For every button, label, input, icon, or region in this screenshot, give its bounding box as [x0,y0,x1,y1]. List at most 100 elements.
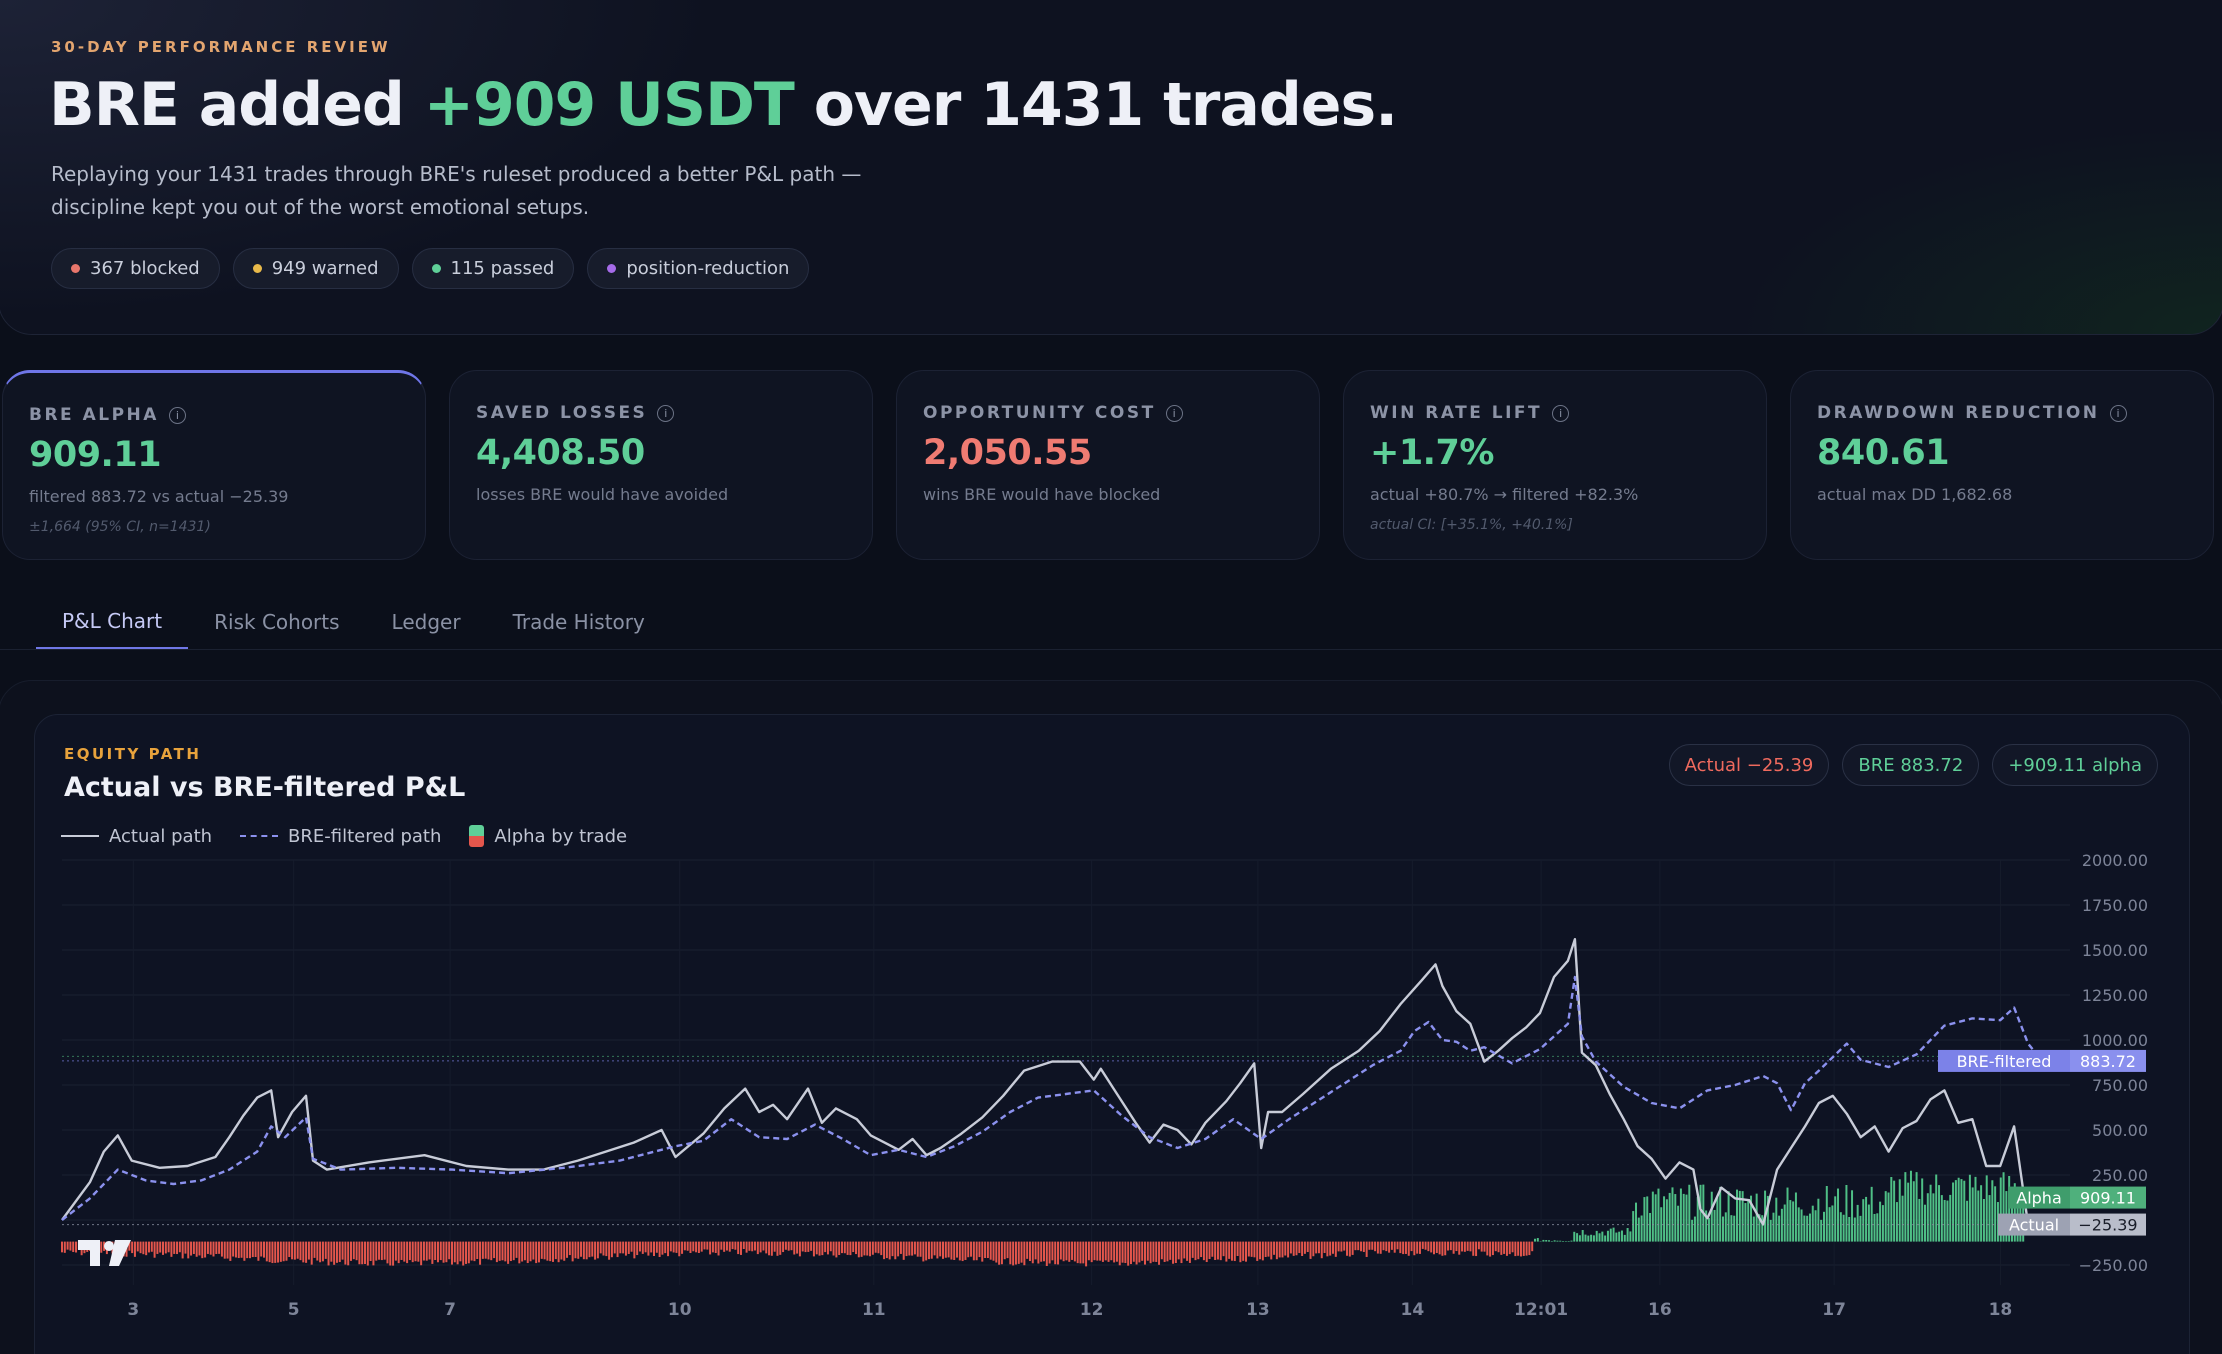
pill-bre: BRE 883.72 [1842,744,1980,786]
chip-label: 115 passed [450,258,555,279]
metric-subtext: wins BRE would have blocked [923,485,1161,504]
metric-ci: actual CI: [+35.1%, +40.1%] [1370,517,1573,533]
headline-gain: +909 USDT [423,70,795,140]
blocked-dot-icon [71,264,80,273]
x-tick-label: 5 [288,1300,300,1320]
chip-label: position-reduction [626,258,790,279]
y-tick-label: 250.00 [2092,1166,2148,1185]
alpha-swatch-icon [469,825,485,847]
x-tick-label: 11 [862,1300,886,1320]
metric-card-drawdown-reduction[interactable]: DRAWDOWN REDUCTION i 840.61 actual max DD… [1790,370,2214,560]
metric-card-opportunity-cost[interactable]: OPPORTUNITY COST i 2,050.55 wins BRE woul… [896,370,1320,560]
tab-risk-cohorts[interactable]: Risk Cohorts [214,610,340,634]
hero-subtext: Replaying your 1431 trades through BRE's… [51,162,862,219]
filtered-path-line [61,975,2043,1221]
reduction-dot-icon [607,264,617,273]
metric-subtext: losses BRE would have avoided [476,485,729,504]
end-label-actual-bg [1998,1213,2070,1236]
tab-ledger[interactable]: Ledger [391,610,461,634]
chip-position-reduction[interactable]: position-reduction [587,248,810,289]
y-tick-label: 2000.00 [2082,851,2148,870]
end-label-actual-name: Actual [2009,1216,2059,1235]
metric-label-wrap: OPPORTUNITY COST i [923,403,1293,423]
chip-passed[interactable]: 115 passed [411,248,575,289]
solid-line-icon [61,835,99,837]
x-tick-label: 14 [1401,1300,1425,1320]
warned-dot-icon [252,264,262,273]
y-tick-label: 750.00 [2092,1076,2148,1095]
actual-path-line [61,938,2030,1226]
info-icon[interactable]: i [2109,404,2127,422]
chip-warned[interactable]: 949 warned [232,248,399,289]
headline-prefix: BRE added [49,70,424,140]
metric-card-bre-alpha[interactable]: BRE ALPHA i 909.11 filtered 883.72 vs act… [2,370,426,560]
chart-logo-icon [78,1240,131,1266]
x-tick-label: 3 [127,1300,139,1320]
y-tick-label: 1750.00 [2082,896,2148,915]
y-tick-label: 1250.00 [2082,986,2148,1005]
metric-label: DRAWDOWN REDUCTION [1817,403,2100,423]
metric-label-wrap: SAVED LOSSES i [476,403,846,423]
metric-label: SAVED LOSSES [476,403,648,423]
tab-trade-history[interactable]: Trade History [512,610,645,634]
end-label-actual-value: −25.39 [2078,1216,2137,1235]
legend-label: BRE-filtered path [288,825,442,847]
metric-subtext: filtered 883.72 vs actual −25.39 [29,487,289,506]
info-icon[interactable]: i [1552,404,1570,422]
end-label-bre-filtered-value-bg [2070,1049,2146,1072]
metric-card-saved-losses[interactable]: SAVED LOSSES i 4,408.50 losses BRE would … [449,370,873,560]
end-label-alpha-bg [2008,1186,2070,1209]
info-icon[interactable]: i [1165,404,1183,422]
summary-pills: Actual −25.39 BRE 883.72 +909.11 alpha [1668,744,2158,786]
metric-ci: ±1,664 (95% CI, n=1431) [29,519,211,535]
metric-value: 2,050.55 [923,433,1092,473]
hero-headline: BRE added +909 USDT over 1431 trades. [49,70,1398,140]
panel-title: Actual vs BRE-filtered P&L [64,772,466,803]
dashed-line-icon [240,835,279,837]
end-label-bre-filtered-bg [1938,1049,2070,1072]
chart-legend: Actual path BRE-filtered path Alpha by t… [61,825,627,847]
view-tabs: P&L Chart Risk Cohorts Ledger Trade Hist… [36,594,671,650]
metric-label-wrap: DRAWDOWN REDUCTION i [1817,403,2187,423]
legend-actual[interactable]: Actual path [61,826,212,847]
metric-value: +1.7% [1370,433,1494,473]
headline-suffix: over 1431 trades. [793,70,1398,140]
y-tick-label: 1000.00 [2082,1031,2148,1050]
metric-value: 4,408.50 [476,433,645,473]
metric-label-wrap: BRE ALPHA i [29,405,399,425]
metric-label-wrap: WIN RATE LIFT i [1370,403,1740,423]
metric-label: WIN RATE LIFT [1370,403,1543,423]
tab-pnl-chart[interactable]: P&L Chart [36,594,189,650]
metric-value: 840.61 [1817,433,1950,473]
pill-alpha: +909.11 alpha [1992,744,2158,786]
metric-subtext: actual max DD 1,682.68 [1817,485,2013,504]
x-tick-label: 18 [1989,1300,2013,1320]
x-tick-label: 13 [1246,1300,1270,1320]
pill-actual: Actual −25.39 [1668,744,1830,786]
x-tick-label: 10 [668,1300,692,1320]
tab-divider [0,649,2222,650]
info-icon[interactable]: i [657,404,675,422]
panel-eyebrow: EQUITY PATH [64,745,202,763]
x-tick-label: 17 [1822,1300,1846,1320]
info-icon[interactable]: i [168,406,186,424]
metric-label: BRE ALPHA [29,405,159,425]
legend-filtered[interactable]: BRE-filtered path [240,826,441,847]
x-tick-label: 16 [1648,1300,1672,1320]
end-label-bre-filtered-name: BRE-filtered [1957,1052,2052,1071]
y-tick-label: −250.00 [2079,1256,2148,1275]
legend-label: Actual path [109,825,213,847]
end-label-alpha-value-bg [2070,1186,2146,1209]
chip-label: 367 blocked [90,258,200,279]
end-label-alpha-name: Alpha [2016,1189,2062,1208]
y-tick-label: 1500.00 [2082,941,2148,960]
chip-blocked[interactable]: 367 blocked [51,248,220,289]
legend-alpha[interactable]: Alpha by trade [469,825,627,847]
metric-card-win-rate-lift[interactable]: WIN RATE LIFT i +1.7% actual +80.7% → fil… [1343,370,1767,560]
end-label-bre-filtered-value: 883.72 [2080,1052,2136,1071]
metric-label: OPPORTUNITY COST [923,403,1156,423]
x-tick-label: 12 [1080,1300,1104,1320]
metric-cards: BRE ALPHA i 909.11 filtered 883.72 vs act… [2,370,2214,560]
end-label-alpha-value: 909.11 [2080,1189,2136,1208]
